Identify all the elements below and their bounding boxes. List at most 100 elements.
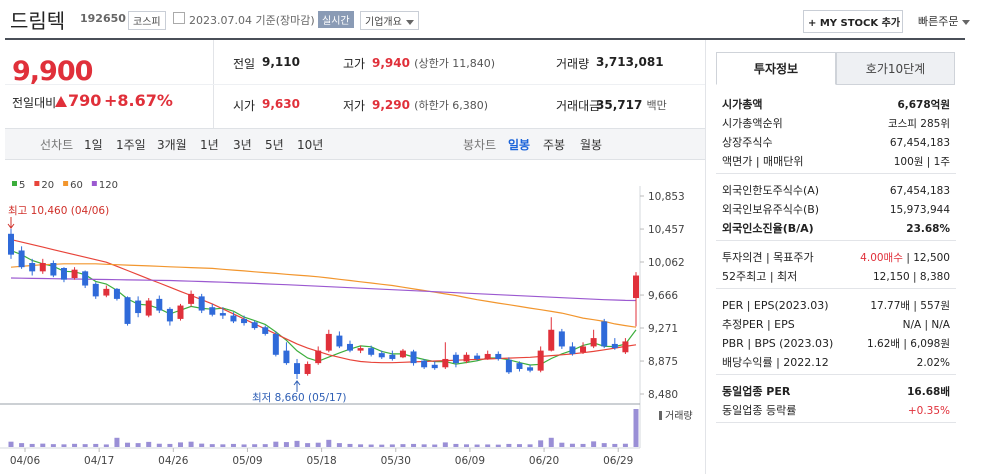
period-tab[interactable]: 5년: [265, 138, 284, 152]
info-label: 투자의견 | 목표주가: [722, 251, 814, 264]
period-tab[interactable]: 1일: [84, 138, 103, 152]
candle-tab[interactable]: 일봉: [508, 138, 531, 152]
volume-bar: [569, 443, 575, 447]
x-tick-label: 05/30: [381, 455, 411, 467]
candle-body: [177, 305, 184, 319]
candle-body: [135, 300, 142, 314]
candle-body: [569, 346, 576, 354]
volume-bar: [336, 443, 342, 447]
volume-bar: [199, 443, 205, 447]
volume-bar: [230, 443, 236, 447]
volume-bar: [209, 444, 215, 447]
info-value-group: 코스피 285위: [888, 116, 950, 131]
volume-bar: [146, 441, 152, 447]
stat-number: 9,110: [262, 55, 300, 69]
candle-tab[interactable]: 월봉: [580, 138, 603, 152]
volume-bar: [294, 440, 300, 447]
candle-body: [230, 315, 237, 322]
stat-value: 35,717 백만: [596, 97, 667, 113]
stat-note: 백만: [646, 99, 667, 112]
candle-body: [188, 293, 195, 304]
period-tab[interactable]: 10년: [297, 138, 324, 152]
volume-bar: [262, 444, 268, 447]
candle-body: [113, 288, 120, 299]
realtime-button[interactable]: 실시간: [318, 11, 354, 28]
volume-bar: [379, 444, 385, 447]
company-info-button[interactable]: 기업개요: [360, 11, 419, 30]
date-note: 기준(장마감): [255, 14, 315, 27]
info-value: 12,150 | 8,380: [872, 270, 950, 283]
stock-code: 192650: [80, 12, 126, 25]
info-value: 2.02%: [916, 356, 950, 369]
low-annotation: 최저 8,660 (05/17): [252, 392, 347, 404]
info-value: | 12,500: [906, 251, 950, 264]
info-label: PBR | BPS (2023.03): [722, 336, 834, 350]
candle-body: [580, 346, 587, 353]
change-label: 전일대비: [12, 96, 57, 110]
volume-bar: [220, 444, 226, 447]
high-annotation: 최고 10,460 (04/06): [8, 205, 109, 217]
y-tick-label: 9,666: [648, 290, 678, 302]
volume-bar: [135, 443, 141, 447]
volume-bar: [612, 443, 618, 447]
info-value: N/A | N/A: [902, 318, 950, 331]
candle-body: [18, 250, 25, 268]
period-tab[interactable]: 1주일: [116, 138, 146, 152]
info-value-group: 12,150 | 8,380: [873, 270, 950, 283]
volume-bar: [474, 444, 480, 447]
volume-bar: [347, 443, 353, 447]
candle-body: [495, 353, 502, 359]
volume-bar: [442, 442, 448, 447]
candle-body: [272, 333, 279, 355]
candle-body: [548, 329, 555, 351]
candle-body: [452, 354, 459, 364]
legend-swatch: [34, 181, 40, 186]
candle-tab[interactable]: 주봉: [543, 138, 566, 152]
market-badge: 코스피: [128, 11, 166, 30]
moving-average: [10, 277, 637, 302]
candle-body: [103, 288, 110, 296]
period-tab: 선차트: [40, 138, 74, 152]
volume-bar: [273, 441, 279, 447]
volume-bar: [82, 444, 88, 447]
volume-bar: [389, 444, 395, 447]
change-rate: +8.67%: [104, 91, 173, 110]
info-row: 외국인소진율(B/A) 23.68%: [722, 219, 950, 237]
volume-bar: [400, 444, 406, 447]
info-value-group: N/A | N/A: [903, 318, 950, 331]
stock-name: 드림텍: [10, 9, 66, 33]
stat-value: 3,713,081: [596, 55, 664, 69]
volume-bar: [548, 437, 554, 447]
y-tick-label: 8,875: [648, 356, 678, 368]
candle-body: [325, 333, 332, 351]
panel-tab[interactable]: 호가10단계: [836, 52, 955, 85]
info-row: 동일업종 PER 16.68배: [722, 382, 950, 400]
candle-body: [516, 363, 523, 369]
info-row: 동일업종 등락률 +0.35%: [722, 401, 950, 419]
period-tab[interactable]: 3년: [233, 138, 252, 152]
info-label: 상장주식수: [722, 136, 773, 149]
period-tab[interactable]: 1년: [200, 138, 219, 152]
x-tick-label: 04/17: [84, 455, 114, 467]
panel-tab[interactable]: 투자정보: [716, 52, 836, 85]
candle-body: [145, 300, 152, 316]
volume-bar: [368, 444, 374, 447]
candle-body: [463, 354, 470, 362]
period-tab[interactable]: 3개월: [157, 138, 187, 152]
volume-bar: [188, 441, 194, 447]
stat-value: 9,290 (하한가 6,380): [372, 97, 488, 113]
candle-body: [389, 354, 396, 359]
quick-order-button[interactable]: 빠른주문: [918, 13, 971, 29]
volume-bar: [622, 443, 628, 447]
volume-bar: [93, 443, 99, 447]
candle-body: [283, 350, 290, 364]
volume-bar: [421, 444, 427, 447]
my-stock-button[interactable]: + MY STOCK 추가: [803, 10, 903, 33]
info-label: 외국인소진율(B/A): [722, 222, 814, 235]
section-divider: [716, 240, 956, 241]
volume-bar: [241, 444, 247, 447]
info-row: 투자의견 | 목표주가 4.00매수 | 12,500: [722, 248, 950, 266]
candle-body: [421, 360, 428, 368]
legend-label: 5: [19, 180, 25, 191]
